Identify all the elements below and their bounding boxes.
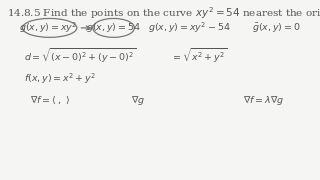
Text: $f(x,y) = x^2 + y^2$: $f(x,y) = x^2 + y^2$ xyxy=(24,71,96,86)
Text: $= \sqrt{x^2 + y^2}$: $= \sqrt{x^2 + y^2}$ xyxy=(171,46,228,66)
Text: $g(x,y) = 54$: $g(x,y) = 54$ xyxy=(86,21,141,34)
Text: $d = \sqrt{(x-0)^2 + (y-0)^2}$: $d = \sqrt{(x-0)^2 + (y-0)^2}$ xyxy=(24,46,136,66)
Text: $g(x,y) = xy^2 - 54$: $g(x,y) = xy^2 - 54$ xyxy=(148,21,230,35)
Text: $\nabla f = \langle\;,\;\rangle$: $\nabla f = \langle\;,\;\rangle$ xyxy=(30,95,70,106)
Text: $g(x,y) = xy^2$: $g(x,y) = xy^2$ xyxy=(19,21,77,35)
Text: $\nabla f = \lambda \nabla g$: $\nabla f = \lambda \nabla g$ xyxy=(243,94,284,107)
Text: $\bar{g}(x,y) = 0$: $\bar{g}(x,y) = 0$ xyxy=(252,21,301,34)
Text: $\nabla g$: $\nabla g$ xyxy=(131,94,145,107)
Text: 14.8.5 Find the points on the curve $xy^2 = 54$ nearest the origin.: 14.8.5 Find the points on the curve $xy^… xyxy=(7,5,320,21)
